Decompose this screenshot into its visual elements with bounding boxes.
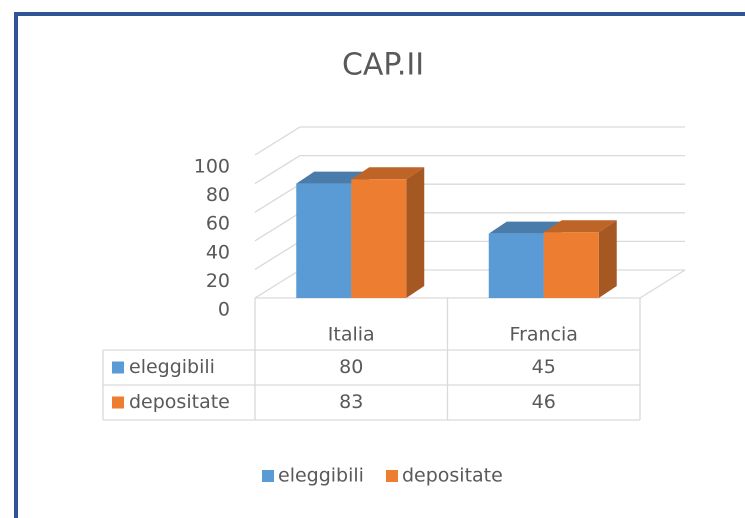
y-tick-label: 20: [206, 270, 230, 292]
table-value: 45: [532, 356, 556, 378]
x-tick-label: Francia: [510, 324, 578, 346]
legend-label: depositate: [402, 465, 503, 487]
y-tick-label: 100: [194, 156, 230, 178]
grid-line: [254, 183, 301, 213]
legend-swatch: [262, 470, 274, 482]
bar: [543, 232, 599, 298]
y-tick-label: 0: [218, 299, 230, 321]
bar: [351, 179, 407, 298]
legend-swatch: [385, 470, 398, 482]
table-key: [112, 361, 124, 374]
grid-line: [254, 212, 301, 242]
chart-title: CAP.II: [342, 48, 424, 83]
y-tick-label: 80: [206, 184, 230, 206]
y-tick-label: 60: [206, 213, 230, 235]
y-tick-label: 40: [206, 241, 230, 263]
table-row-label: eleggibili: [129, 356, 215, 378]
bar-top: [351, 167, 425, 180]
table-value: 83: [339, 391, 363, 413]
bar-top: [296, 171, 370, 184]
grid-line: [254, 240, 301, 270]
legend-label: eleggibili: [278, 465, 364, 487]
table-row-label: depositate: [129, 391, 230, 413]
frame: [14, 12, 745, 518]
grid-line: [254, 126, 301, 156]
grid-line: [254, 155, 301, 185]
x-tick-label: Italia: [328, 324, 375, 346]
floor-edge: [639, 269, 686, 299]
table-key: [112, 396, 124, 409]
table-value: 80: [339, 356, 363, 378]
bar-top: [488, 221, 562, 234]
bar: [488, 233, 544, 298]
bar-top: [543, 220, 617, 233]
bar-side: [406, 167, 425, 298]
table-value: 46: [532, 391, 556, 413]
grid-line: [254, 269, 301, 299]
bar-side: [598, 220, 617, 298]
bar: [296, 183, 352, 298]
